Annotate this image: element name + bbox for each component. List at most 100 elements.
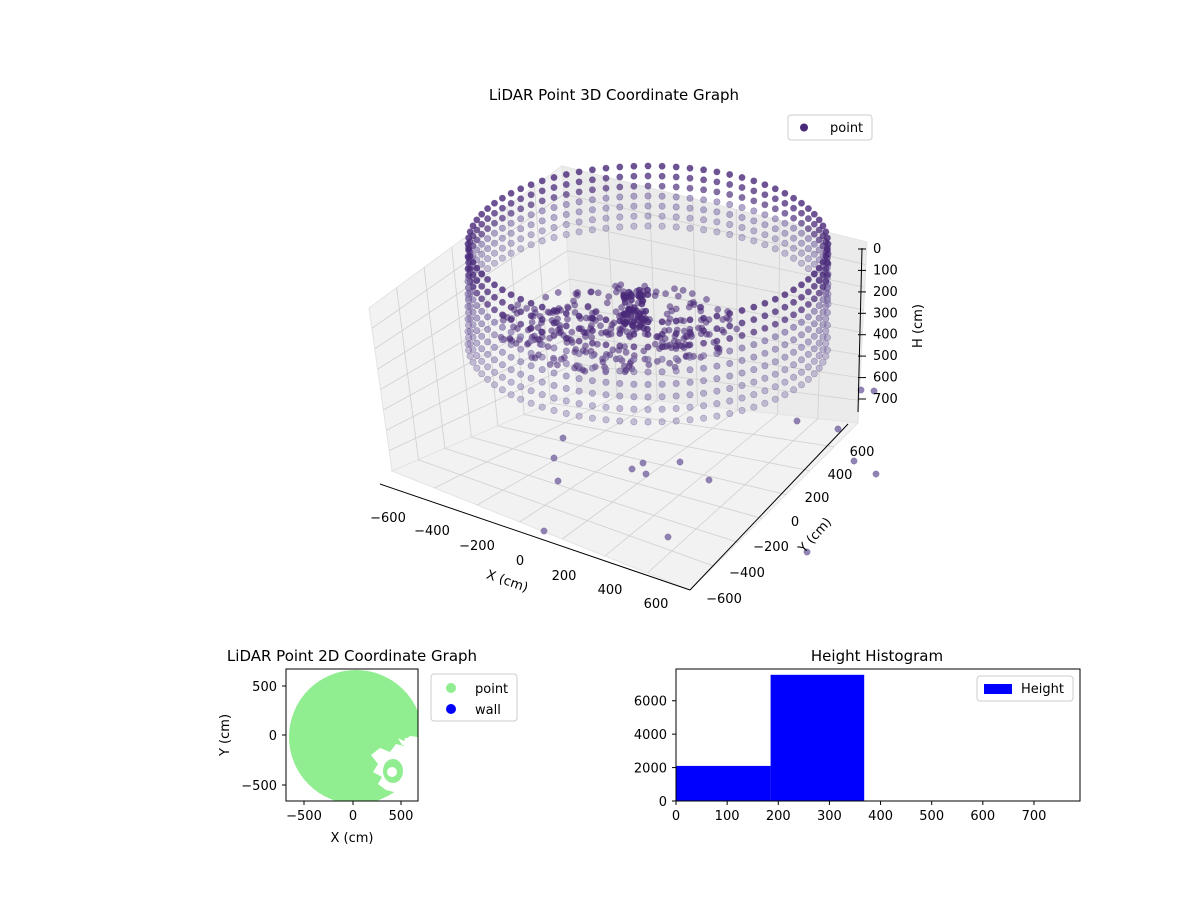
point3d-marker — [490, 356, 498, 364]
point3d-marker — [658, 418, 666, 426]
point3d-marker — [517, 383, 525, 391]
point3d-marker — [517, 320, 525, 328]
point3d-marker — [464, 277, 472, 285]
point3d-marker — [672, 193, 680, 201]
point3d-marker — [464, 290, 472, 298]
chart-3d: LiDAR Point 3D Coordinate Graph −600 −400… — [368, 86, 926, 612]
point3d-marker — [588, 176, 596, 184]
point3d-marker — [616, 329, 624, 337]
point3d-marker — [484, 215, 492, 223]
point3d-marker — [554, 289, 562, 296]
point3d-marker — [498, 254, 506, 262]
point3d-marker — [686, 214, 694, 222]
point3d-marker — [686, 341, 694, 349]
point3d-marker — [726, 322, 734, 330]
chart3d-legend-label: point — [830, 121, 863, 136]
point3d-marker — [697, 303, 705, 311]
point3d-marker — [602, 328, 610, 336]
point3d-marker — [810, 320, 818, 328]
point3d-marker — [527, 374, 535, 382]
hist-xtick-label: 300 — [817, 809, 842, 824]
point3d-marker — [642, 307, 650, 315]
point3d-marker — [602, 366, 610, 374]
point3d-marker — [637, 293, 645, 300]
point3d-marker — [750, 177, 758, 185]
point3d-marker — [618, 304, 626, 311]
chart2d-plot-area — [289, 670, 418, 801]
point3d-marker — [630, 405, 638, 413]
point3d-marker — [705, 476, 713, 484]
point3d-marker — [465, 271, 473, 279]
point3d-marker — [630, 355, 638, 363]
point3d-marker — [750, 378, 758, 386]
point3d-marker — [761, 181, 769, 189]
point3d-marker — [538, 177, 546, 185]
point3d-marker — [819, 308, 827, 316]
point3d-marker — [810, 370, 818, 378]
point3d-marker — [750, 366, 758, 374]
point3d-marker — [761, 374, 769, 382]
point3d-marker — [713, 412, 721, 420]
point3d-marker — [700, 226, 708, 234]
point3d-marker — [713, 188, 721, 196]
point3d-marker — [517, 195, 525, 203]
point3d-marker — [581, 329, 589, 337]
chart2d-notch — [398, 736, 418, 746]
point3d-marker — [790, 194, 798, 202]
point3d-marker — [473, 236, 481, 244]
point3d-marker — [507, 219, 515, 227]
point3d-marker — [726, 334, 734, 342]
point3d-marker — [538, 227, 546, 235]
point3d-marker — [810, 210, 818, 218]
point3d-marker — [658, 172, 666, 180]
point3d-marker — [490, 239, 498, 247]
point3d-marker — [644, 380, 652, 388]
point3d-marker — [790, 348, 798, 356]
point3d-marker — [484, 313, 492, 321]
point3d-marker — [686, 403, 694, 411]
point3d-marker — [781, 328, 789, 336]
point3d-marker — [473, 277, 481, 285]
point3d-marker — [790, 244, 798, 252]
point3d-marker — [761, 231, 769, 239]
point3d-marker — [815, 364, 823, 372]
chart3d-xlabel: X (cm) — [484, 568, 530, 596]
point3d-marker — [810, 240, 818, 248]
point3d-marker — [781, 219, 789, 227]
point3d-marker — [672, 183, 680, 191]
point3d-marker — [815, 302, 823, 310]
point3d-marker — [575, 208, 583, 216]
point3d-marker — [672, 379, 680, 387]
point3d-marker — [771, 345, 779, 353]
point3d-marker — [652, 288, 660, 296]
point3d-marker — [616, 379, 624, 387]
point3d-marker — [804, 363, 812, 371]
point3d-marker — [498, 286, 506, 294]
point3d-marker — [465, 346, 473, 354]
point3d-marker — [605, 293, 613, 301]
point3d-marker — [517, 185, 525, 193]
point3d-marker — [781, 229, 789, 237]
point3d-marker — [781, 316, 789, 324]
point3d-marker — [700, 364, 708, 372]
point3d-marker — [484, 288, 492, 296]
point3d-marker — [546, 361, 554, 368]
point3d-marker — [507, 366, 515, 374]
point3d-marker — [507, 199, 515, 207]
chart3d-z-axis-line — [857, 247, 863, 413]
chart2d-legend-point-label: point — [475, 682, 508, 697]
point3d-marker — [588, 216, 596, 224]
point3d-marker — [686, 184, 694, 192]
point3d-marker — [507, 328, 515, 336]
point3d-marker — [642, 470, 650, 478]
chart2d-xtick-label: 0 — [349, 809, 357, 824]
point3d-marker — [815, 216, 823, 224]
point3d-marker — [588, 166, 596, 174]
point3d-marker — [686, 316, 694, 324]
point3d-marker — [672, 417, 680, 425]
point3d-marker — [781, 199, 789, 207]
point3d-marker — [625, 288, 633, 296]
point3d-marker — [726, 372, 734, 380]
point3d-marker — [527, 312, 535, 320]
point3d-marker — [850, 457, 858, 465]
